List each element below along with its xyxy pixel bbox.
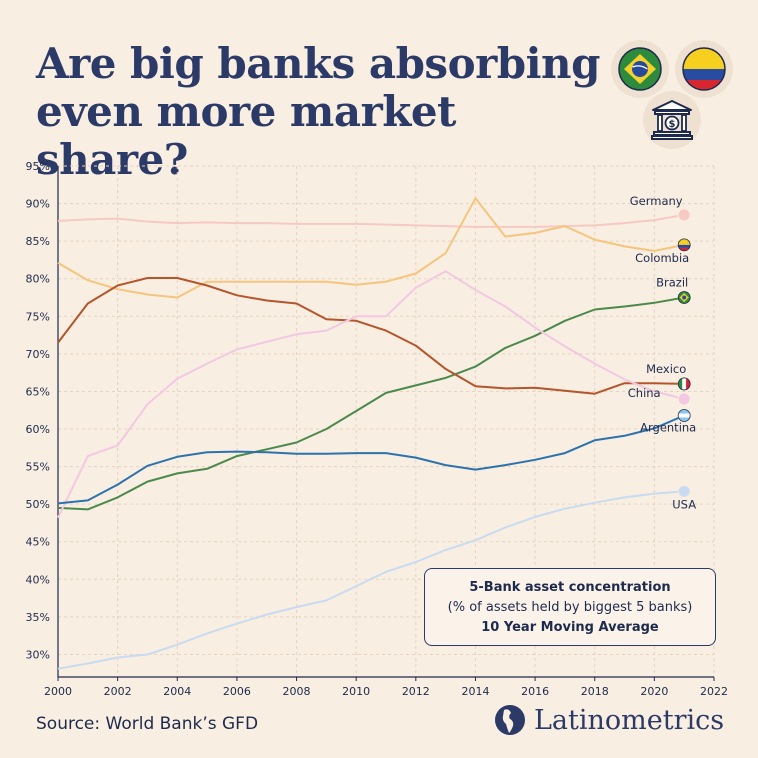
source-note: Source: World Bank’s GFD (36, 714, 259, 734)
y-tick-label: 45% (26, 536, 50, 549)
y-tick-label: 80% (26, 273, 50, 286)
series-line-usa (57, 490, 685, 670)
chart-annotation-box: 5-Bank asset concentration (% of assets … (424, 568, 716, 646)
y-tick-label: 70% (26, 348, 50, 361)
y-tick-label: 95% (26, 160, 50, 173)
bank-badge: $ (643, 91, 701, 149)
x-tick-label: 2022 (700, 685, 728, 698)
flag-marker-mexico (677, 377, 691, 391)
y-tick-label: 65% (26, 385, 50, 398)
brazil-flag-badge (611, 40, 669, 98)
flag-marker-brazil (677, 291, 691, 304)
svg-text:$: $ (669, 119, 676, 130)
series-label-argentina: Argentina (640, 420, 696, 434)
x-tick-label: 2016 (521, 685, 549, 698)
x-tick-label: 2006 (223, 685, 251, 698)
globe-americas-icon (495, 705, 525, 735)
end-marker-usa (677, 484, 691, 498)
series-line-mexico (57, 277, 685, 395)
x-tick-label: 2014 (461, 685, 489, 698)
series-label-mexico: Mexico (646, 362, 686, 376)
brand-name: Latinometrics (534, 704, 725, 736)
y-tick-label: 55% (26, 461, 50, 474)
series-line-germany (57, 213, 685, 228)
y-tick-label: 85% (26, 235, 50, 248)
x-tick-label: 2004 (163, 685, 191, 698)
flag-marker-colombia (677, 238, 691, 252)
y-tick-label: 75% (26, 310, 50, 323)
colombia-flag-badge (675, 40, 733, 98)
series-label-usa: USA (672, 497, 696, 511)
chart-series (57, 197, 691, 670)
annotation-line-2: (% of assets held by biggest 5 banks) (447, 600, 693, 615)
x-tick-label: 2008 (283, 685, 311, 698)
series-line-argentina (57, 414, 685, 505)
series-line-china (57, 270, 685, 519)
y-tick-label: 30% (26, 648, 50, 661)
annotation-line-3: 10 Year Moving Average (481, 620, 659, 635)
series-label-colombia: Colombia (635, 251, 689, 265)
end-marker-china (677, 392, 691, 406)
series-line-brazil (57, 296, 685, 511)
y-tick-label: 60% (26, 423, 50, 436)
x-tick-label: 2018 (581, 685, 609, 698)
series-line-colombia (57, 197, 685, 299)
title-line-1: Are big banks absorbing (36, 39, 600, 88)
brazil-flag-icon (618, 47, 662, 91)
chart-axes: 30% 35% 40% 45% 50% 55% 60% 65% 70% 75% 80% 85% 90% 9… (26, 160, 728, 698)
x-tick-label: 2020 (640, 685, 668, 698)
series-label-china: China (628, 386, 661, 400)
x-tick-label: 2000 (44, 685, 72, 698)
annotation-line-1: 5-Bank asset concentration (469, 580, 671, 595)
brand-logo[interactable]: Latinometrics (494, 704, 724, 736)
series-label-brazil: Brazil (656, 276, 688, 290)
x-tick-label: 2002 (104, 685, 132, 698)
title-line-2: even more market share? (36, 87, 456, 184)
series-label-germany: Germany (630, 194, 683, 208)
y-tick-label: 50% (26, 498, 50, 511)
page-title: Are big banks absorbing even more market… (36, 40, 616, 184)
x-tick-label: 2010 (342, 685, 370, 698)
colombia-flag-icon (682, 47, 726, 91)
y-tick-label: 35% (26, 611, 50, 624)
y-tick-label: 40% (26, 573, 50, 586)
x-tick-label: 2012 (402, 685, 430, 698)
end-marker-germany (677, 208, 691, 222)
y-tick-label: 90% (26, 198, 50, 211)
flag-marker-argentina (677, 409, 691, 422)
chart-series-labels: Germany Colombia Brazil Mexico China Argentin… (628, 194, 696, 512)
bank-dollar-icon: $ (651, 100, 693, 140)
